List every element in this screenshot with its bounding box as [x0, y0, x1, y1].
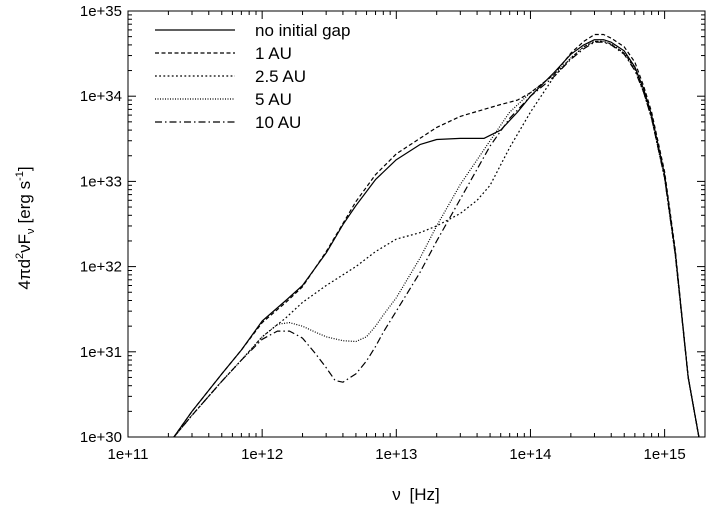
x-tick-label: 1e+15: [644, 446, 686, 463]
axis-ticks: [127, 10, 706, 438]
series-line-3: [173, 40, 700, 437]
legend: no initial gap 1 AU 2.5 AU 5 AU 10 AU: [155, 21, 350, 132]
y-axis-label: 4πd2νFν [erg s-1]: [14, 166, 37, 289]
y-axis-label-sub: ν: [25, 228, 37, 234]
x-tick-label: 1e+12: [241, 446, 283, 463]
series-line-1: [173, 33, 700, 437]
x-axis-label-unit: [Hz]: [410, 485, 440, 504]
plot-frame: [127, 10, 706, 438]
legend-label: 5 AU: [255, 90, 292, 109]
legend-label: 10 AU: [255, 113, 301, 132]
y-tick-label: 1e+34: [80, 88, 122, 105]
series-lines: [173, 33, 700, 437]
y-axis-label-sup2: -1: [14, 171, 26, 181]
series-line-2: [173, 40, 700, 437]
y-tick-label: 1e+31: [80, 344, 122, 361]
y-tick-label: 1e+35: [80, 3, 122, 20]
legend-label: 2.5 AU: [255, 67, 306, 86]
y-axis-label-unit: [erg s: [15, 181, 34, 224]
y-axis-label-prefix: 4πd: [15, 259, 34, 290]
x-tick-label: 1e+13: [375, 446, 417, 463]
y-tick-label: 1e+33: [80, 173, 122, 190]
series-line-4: [173, 41, 700, 437]
x-axis-label: ν [Hz]: [392, 485, 439, 504]
y-axis-label-mid: νF: [15, 234, 34, 253]
y-tick-label: 1e+32: [80, 259, 122, 276]
axis-tick-labels: 1e+11 1e+12 1e+13 1e+14 1e+15 1e+30 1e+31 1e+32…: [80, 3, 686, 463]
legend-label: 1 AU: [255, 44, 292, 63]
series-line-0: [173, 39, 700, 437]
legend-label: no initial gap: [255, 21, 350, 40]
x-axis-label-symbol: ν: [392, 485, 401, 504]
y-axis-label-sup1: 2: [14, 253, 26, 259]
x-tick-label: 1e+14: [509, 446, 551, 463]
y-tick-label: 1e+30: [80, 429, 122, 446]
x-tick-label: 1e+11: [107, 446, 148, 463]
y-axis-label-close: ]: [15, 166, 34, 171]
